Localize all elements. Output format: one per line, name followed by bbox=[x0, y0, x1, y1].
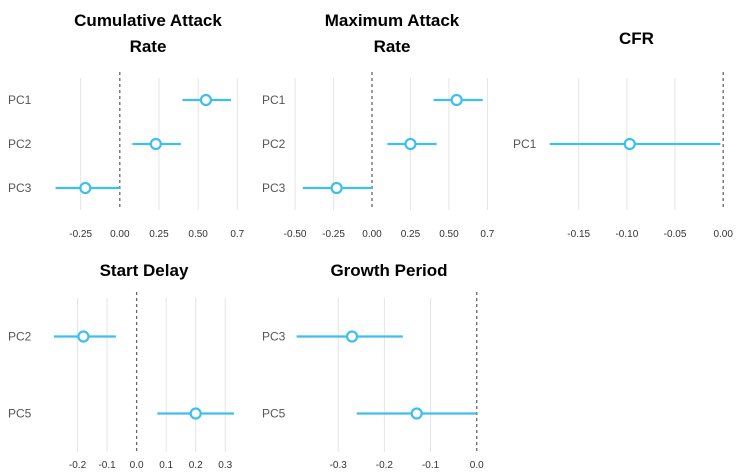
panel-5: Growth Period -0.3 -0.2 -0.1 0.0 PC3 PC5 bbox=[262, 261, 484, 471]
x-tick-label: 0.50 bbox=[188, 229, 208, 240]
point-estimate bbox=[77, 330, 90, 343]
x-tick-label: 0.0 bbox=[130, 460, 144, 471]
category-label: PC3 bbox=[262, 181, 286, 195]
category-label: PC2 bbox=[262, 137, 286, 151]
x-tick-label: 0.3 bbox=[218, 460, 232, 471]
point-estimate bbox=[404, 137, 417, 151]
panel-title: CFR bbox=[619, 29, 654, 48]
category-label: PC1 bbox=[8, 93, 32, 107]
panel-title: Rate bbox=[130, 37, 167, 56]
point-estimate bbox=[345, 330, 359, 343]
x-tick-label: -0.1 bbox=[422, 460, 440, 471]
x-tick-label: 0.00 bbox=[362, 229, 382, 240]
category-label: PC3 bbox=[262, 330, 286, 344]
point-estimate bbox=[79, 181, 92, 195]
x-tick-label: -0.3 bbox=[330, 460, 348, 471]
point-estimate bbox=[623, 137, 636, 151]
x-tick-label: -0.2 bbox=[376, 460, 394, 471]
point-estimate bbox=[149, 137, 162, 151]
panel-title: Cumulative Attack bbox=[74, 11, 222, 30]
category-label: PC2 bbox=[8, 330, 32, 344]
category-label: PC1 bbox=[262, 93, 286, 107]
panel-1: Cumulative Attack Rate -0.25 0.00 0.25 0.50 0.… bbox=[8, 11, 245, 240]
point-estimate bbox=[330, 181, 343, 195]
x-tick-label: 0.00 bbox=[713, 229, 733, 240]
point-estimate bbox=[410, 407, 423, 420]
panel-2: Maximum Attack Rate -0.50 -0.25 0.00 0.25 0.50… bbox=[262, 11, 495, 240]
point-estimate bbox=[199, 93, 213, 107]
point-estimate bbox=[189, 407, 202, 420]
x-tick-label: -0.25 bbox=[322, 229, 345, 240]
panel-4: Start Delay -0.2 -0.1 0.0 0.1 0.2 0.3 PC2 PC5 bbox=[8, 261, 235, 471]
category-label: PC3 bbox=[8, 181, 32, 195]
x-tick-label: 0.25 bbox=[149, 229, 169, 240]
point-estimate bbox=[450, 93, 463, 107]
category-label: PC5 bbox=[262, 407, 286, 421]
x-tick-label: -0.05 bbox=[664, 229, 687, 240]
panel-title: Rate bbox=[374, 37, 411, 56]
x-tick-label: -0.15 bbox=[567, 229, 590, 240]
category-label: PC2 bbox=[8, 137, 32, 151]
x-tick-label: -0.50 bbox=[284, 229, 307, 240]
panel-title: Start Delay bbox=[100, 261, 189, 280]
panel-title: Growth Period bbox=[330, 261, 447, 280]
x-tick-label: 0.50 bbox=[439, 229, 459, 240]
x-tick-label: 0.7 bbox=[230, 229, 244, 240]
x-tick-label: -0.1 bbox=[98, 460, 116, 471]
x-tick-label: -0.25 bbox=[69, 229, 92, 240]
panel-title: Maximum Attack bbox=[325, 11, 460, 30]
category-label: PC5 bbox=[8, 407, 32, 421]
x-tick-label: 0.00 bbox=[110, 229, 130, 240]
x-tick-label: -0.10 bbox=[615, 229, 638, 240]
x-tick-label: 0.1 bbox=[159, 460, 173, 471]
x-tick-label: 0.0 bbox=[470, 460, 484, 471]
x-tick-label: 0.2 bbox=[189, 460, 203, 471]
x-tick-label: -0.2 bbox=[69, 460, 87, 471]
x-tick-label: 0.25 bbox=[401, 229, 421, 240]
x-tick-label: 0.7 bbox=[480, 229, 494, 240]
panel-3: CFR -0.15 -0.10 -0.05 0.00 PC1 bbox=[513, 29, 733, 240]
category-label: PC1 bbox=[513, 137, 537, 151]
